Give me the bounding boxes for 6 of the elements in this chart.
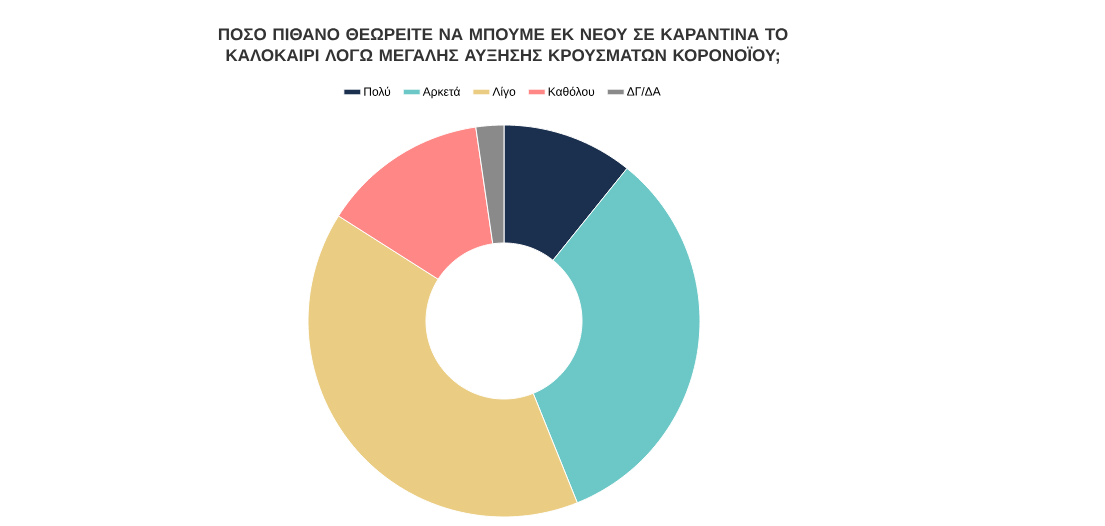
legend-label: Λίγο (492, 86, 516, 99)
chart-title: ΠΟΣΟ ΠΙΘΑΝΟ ΘΕΩΡΕΙΤΕ ΝΑ ΜΠΟΥΜΕ ΕΚ ΝΕΟΥ ΣΕ ΚΑΡΑΝΤΙΝΑ ΤΟ ΚΑΛΟΚΑΙΡΙ ΛΟΓΩ ΜΕΓΑΛΗΣ ΑΥΞΗΣΗΣ ΚΡΟΥΣΜΑΤΩΝ ΚΟΡΟΝΟΪΟΥ; (218, 28, 788, 64)
legend-label: Καθόλου (548, 86, 595, 96)
legend-label: Αρκετά (422, 86, 461, 99)
legend-label: Πολύ (364, 86, 391, 96)
legend-label: ΔΓ/ΔΑ (627, 86, 661, 96)
